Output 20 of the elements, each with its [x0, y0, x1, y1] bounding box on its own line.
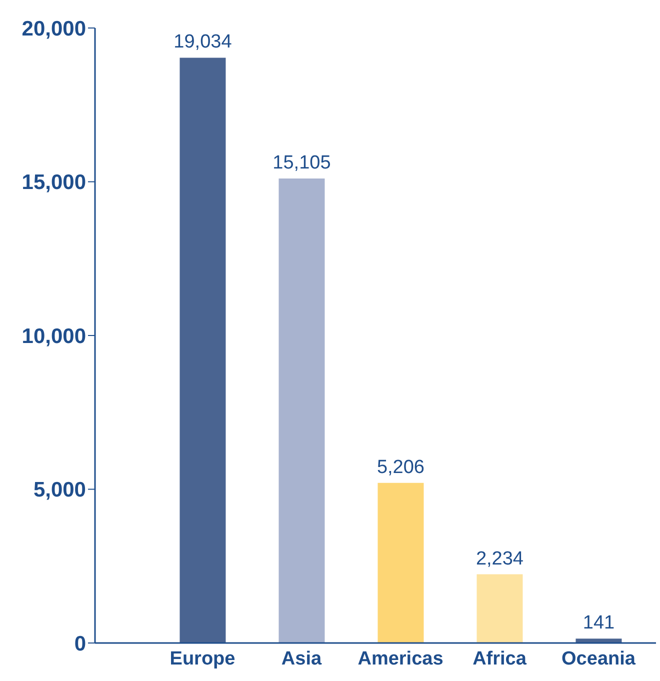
y-tick-label: 10,000 — [22, 324, 86, 348]
data-label: 2,234 — [476, 548, 524, 570]
x-tick-label: Americas — [358, 648, 444, 670]
data-label: 19,034 — [174, 32, 232, 53]
bar — [378, 482, 424, 643]
y-tick-label: 5,000 — [33, 478, 86, 502]
y-tick-label: 15,000 — [22, 171, 86, 194]
y-tick-label: 0 — [74, 632, 86, 656]
bar — [576, 638, 622, 643]
data-label: 5,206 — [376, 456, 425, 478]
x-tick-label: Oceania — [562, 648, 636, 670]
bar — [180, 58, 226, 643]
x-tick-label: Africa — [472, 648, 527, 670]
bar — [278, 178, 325, 643]
data-label: 141 — [582, 612, 615, 634]
data-label: 15,105 — [272, 152, 331, 174]
y-tick-label: 20,000 — [22, 17, 86, 40]
bar — [476, 574, 523, 643]
x-tick-label: Europe — [170, 648, 236, 670]
x-tick-label: Asia — [281, 648, 322, 670]
